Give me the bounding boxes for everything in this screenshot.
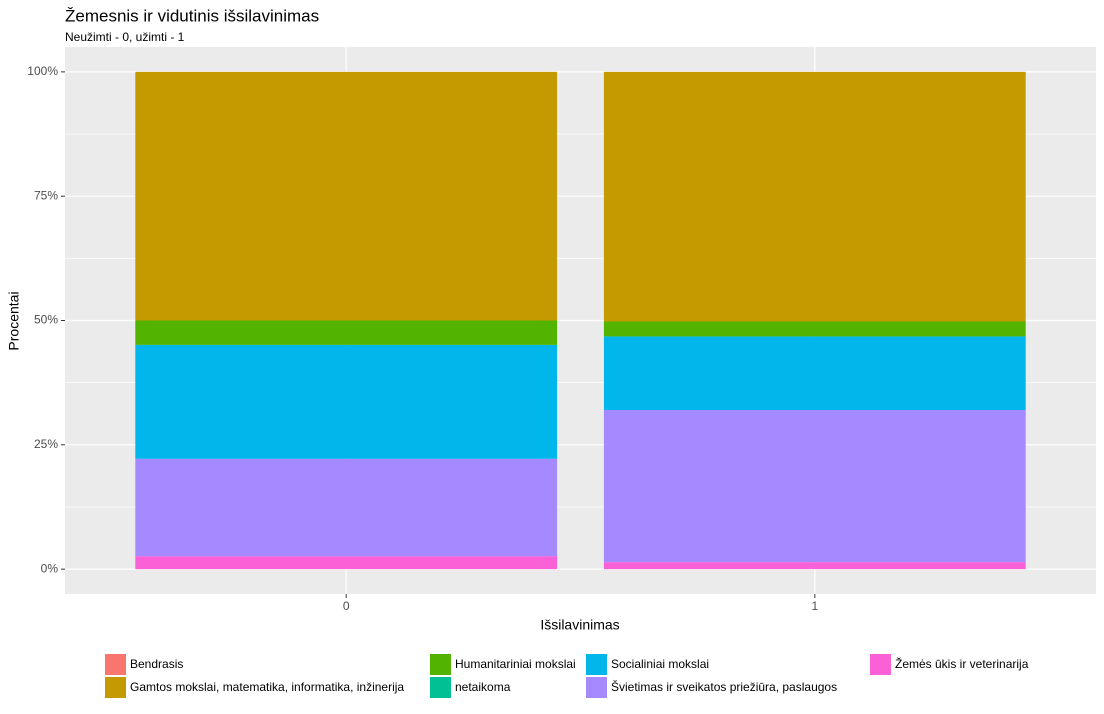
legend-key <box>430 654 451 675</box>
legend-label: Humanitariniai mokslai <box>455 657 576 671</box>
y-tick-label: 100% <box>27 64 58 78</box>
chart-subtitle: Neužimti - 0, užimti - 1 <box>65 30 185 44</box>
chart-title: Žemesnis ir vidutinis išsilavinimas <box>65 6 319 25</box>
legend-key <box>105 654 126 675</box>
y-tick-label: 75% <box>34 188 58 202</box>
legend-key <box>430 677 451 698</box>
x-axis-label: Išsilavinimas <box>540 617 619 633</box>
y-tick-label: 25% <box>34 437 58 451</box>
legend: Bendrasis Gamtos mokslai, matematika, inf… <box>105 654 1029 698</box>
bar-segment <box>135 71 558 321</box>
legend-label: netaikoma <box>455 680 511 694</box>
bar-segment <box>135 556 558 570</box>
legend-label: Žemės ūkis ir veterinarija <box>895 656 1029 671</box>
bar-segment <box>135 344 558 459</box>
y-tick-label: 50% <box>34 313 58 327</box>
bar-segment <box>603 336 1026 411</box>
bar-segment <box>135 458 558 557</box>
legend-key <box>105 677 126 698</box>
legend-label: Socialiniai mokslai <box>611 657 709 671</box>
legend-key <box>586 677 607 698</box>
axes: 0% 25% 50% 75% 100% 0 1 <box>27 64 818 613</box>
legend-label: Švietimas ir sveikatos priežiūra, paslau… <box>611 679 837 694</box>
x-tick-label: 0 <box>343 599 350 613</box>
x-tick-label: 1 <box>811 599 818 613</box>
bar-segment <box>603 71 1026 322</box>
bar-segment <box>603 562 1026 570</box>
legend-key <box>586 654 607 675</box>
bar-segment <box>135 320 558 345</box>
bar-segment <box>603 410 1026 563</box>
bars <box>135 71 1026 570</box>
legend-label: Gamtos mokslai, matematika, informatika,… <box>130 680 404 694</box>
legend-key <box>870 654 891 675</box>
y-axis-label: Procentai <box>6 291 22 350</box>
legend-label: Bendrasis <box>130 657 183 671</box>
bar-segment <box>603 321 1026 337</box>
y-tick-label: 0% <box>41 561 59 575</box>
